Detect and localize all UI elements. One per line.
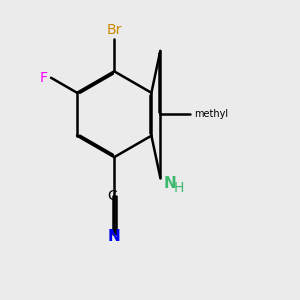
Text: C: C — [107, 189, 117, 203]
Text: methyl: methyl — [194, 109, 228, 119]
Text: F: F — [40, 71, 47, 85]
Text: N: N — [108, 229, 121, 244]
Text: N: N — [164, 176, 177, 191]
Text: H: H — [173, 182, 184, 195]
Text: Br: Br — [106, 23, 122, 37]
